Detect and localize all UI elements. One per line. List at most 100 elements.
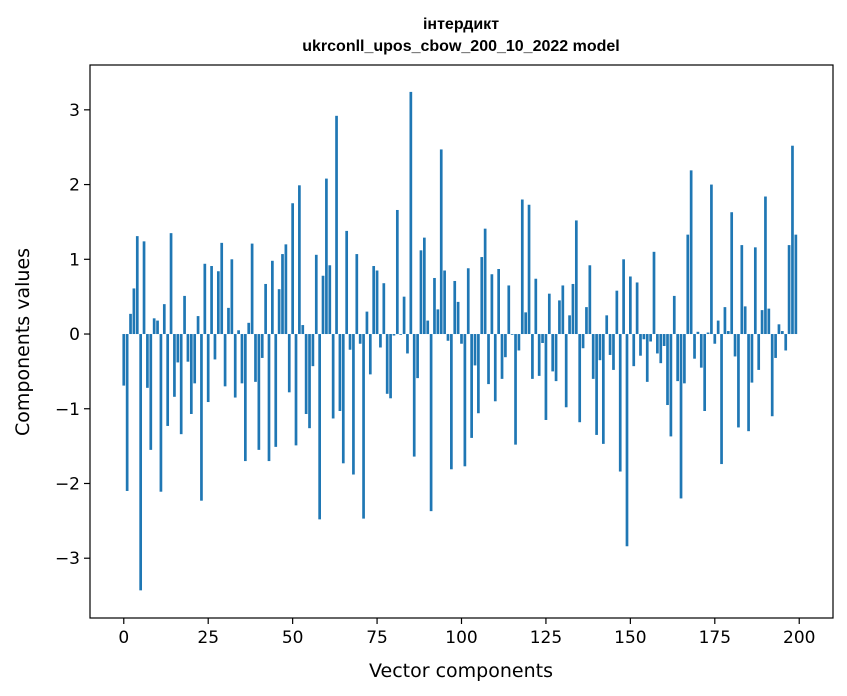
bar <box>395 209 399 335</box>
bar <box>429 334 433 512</box>
bar <box>504 334 507 358</box>
bar <box>149 334 153 450</box>
bar <box>564 334 568 408</box>
bar <box>531 334 534 379</box>
bar <box>672 295 676 335</box>
bar <box>629 276 632 335</box>
bar <box>281 254 284 335</box>
bar <box>446 334 450 341</box>
bar <box>598 334 602 361</box>
bar <box>443 270 446 335</box>
bar <box>625 334 629 547</box>
bar <box>210 266 213 335</box>
bar <box>129 313 132 335</box>
bar <box>294 334 298 446</box>
bar <box>186 334 190 362</box>
bar <box>662 334 666 346</box>
bar <box>392 334 396 336</box>
bar <box>669 334 673 437</box>
bar <box>686 234 690 335</box>
bar <box>537 334 541 376</box>
x-tick-label: 75 <box>366 628 388 648</box>
bar <box>179 334 183 435</box>
bar <box>554 334 558 382</box>
x-axis-ticks: 0 25 50 75 100 125 150 175 200 <box>118 618 815 648</box>
bar <box>173 334 176 397</box>
bar <box>352 334 355 475</box>
bar <box>169 233 173 335</box>
bar <box>777 324 781 335</box>
bar <box>713 334 717 344</box>
bar <box>541 334 544 343</box>
bar <box>757 334 761 370</box>
bar <box>375 270 379 335</box>
bar <box>328 265 332 335</box>
bar <box>314 254 318 335</box>
y-tick-label: 1 <box>69 250 80 270</box>
bar <box>676 334 679 382</box>
bar <box>254 334 257 382</box>
bar <box>747 334 750 432</box>
bar <box>284 244 288 335</box>
bar <box>132 288 136 335</box>
bar <box>649 334 652 342</box>
bar <box>696 331 700 335</box>
x-tick-label: 175 <box>699 628 731 648</box>
y-tick-label: −3 <box>55 549 80 569</box>
bar <box>436 309 440 335</box>
bar <box>308 334 311 429</box>
bar <box>693 334 696 359</box>
bar <box>547 293 551 335</box>
bar <box>453 280 457 335</box>
bar <box>571 283 575 335</box>
y-tick-label: 0 <box>69 325 80 345</box>
bar <box>250 243 254 335</box>
bar <box>122 334 126 386</box>
bar <box>500 334 504 379</box>
x-tick-label: 125 <box>530 628 562 648</box>
bar <box>260 334 264 358</box>
bar <box>784 334 788 351</box>
bar <box>642 334 646 340</box>
bar <box>514 334 517 445</box>
bar <box>135 236 139 335</box>
bar <box>433 277 436 335</box>
plot-frame <box>89 64 834 619</box>
y-axis-ticks: −3 −2 −1 0 1 2 3 <box>55 101 90 569</box>
bar <box>257 334 261 450</box>
bar <box>237 330 240 335</box>
bar <box>264 283 267 335</box>
bar <box>233 334 237 398</box>
bar <box>507 285 511 335</box>
bar <box>385 334 389 394</box>
bar <box>770 334 774 417</box>
bar <box>409 91 413 335</box>
bar <box>368 334 372 375</box>
bar <box>439 149 443 335</box>
bar <box>487 334 490 385</box>
bar <box>703 334 707 411</box>
bar <box>497 269 500 335</box>
bar <box>767 308 771 335</box>
bar <box>244 334 247 462</box>
bar <box>723 307 727 335</box>
bar <box>480 257 484 335</box>
bar <box>412 334 416 457</box>
bar <box>645 334 649 382</box>
bar <box>635 282 639 335</box>
bar <box>716 320 720 335</box>
bar <box>652 251 656 335</box>
bar <box>247 322 251 335</box>
bar <box>318 334 321 520</box>
bar <box>162 304 166 335</box>
bar <box>358 334 362 344</box>
bar <box>274 334 278 447</box>
bar <box>159 334 163 492</box>
bar <box>527 204 531 335</box>
bar <box>605 315 609 335</box>
bar <box>298 185 301 335</box>
bar <box>152 318 156 335</box>
bar <box>341 334 345 464</box>
bar <box>524 312 528 335</box>
bar <box>267 334 271 462</box>
